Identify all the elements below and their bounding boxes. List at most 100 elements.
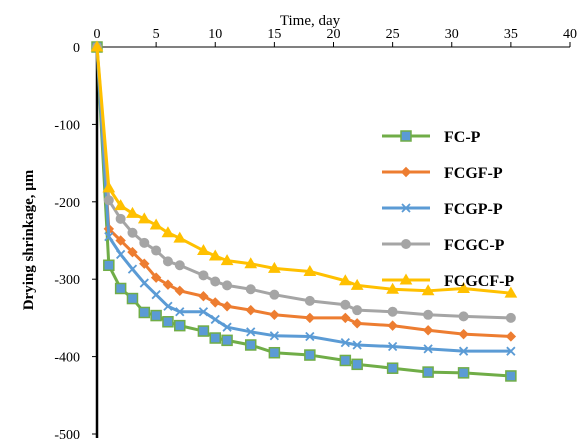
data-point <box>505 331 517 342</box>
data-point <box>114 199 128 211</box>
y-tick-label: -500 <box>54 428 80 442</box>
x-tick-label: 10 <box>208 27 222 42</box>
data-point <box>351 358 363 371</box>
series-fcgf-p <box>91 41 517 342</box>
data-point <box>208 249 222 261</box>
data-point <box>127 227 138 238</box>
data-point <box>269 331 280 341</box>
data-point <box>209 332 221 344</box>
data-point <box>352 305 363 316</box>
data-point <box>352 340 362 350</box>
data-point <box>458 346 469 356</box>
data-point <box>220 254 234 266</box>
data-point <box>139 278 149 288</box>
y-tick-label: -400 <box>54 351 80 366</box>
data-point <box>126 292 139 305</box>
data-point <box>103 195 114 206</box>
data-point <box>198 307 209 317</box>
data-point <box>151 245 162 256</box>
data-point <box>174 319 186 332</box>
data-point <box>387 341 398 352</box>
data-point <box>506 346 516 356</box>
data-point <box>423 309 434 320</box>
x-tick-label: 20 <box>327 27 341 42</box>
x-tick-label: 35 <box>504 27 518 42</box>
data-point <box>150 272 162 283</box>
x-tick-label: 5 <box>153 27 160 42</box>
data-point <box>387 320 398 331</box>
data-point <box>244 339 257 351</box>
legend-label: FCGP-P <box>444 201 503 218</box>
data-point <box>197 244 210 256</box>
series-line <box>95 46 511 353</box>
data-point <box>339 354 352 367</box>
data-point <box>421 284 435 296</box>
data-point <box>127 246 138 258</box>
data-point <box>163 301 173 311</box>
y-tick-label: 0 <box>73 41 80 56</box>
legend-label: FCGF-P <box>444 165 503 182</box>
data-point <box>245 284 256 295</box>
data-point <box>151 290 161 300</box>
legend-item: FCGP-P <box>382 201 503 218</box>
data-point <box>221 334 233 347</box>
legend-marker <box>401 239 411 249</box>
data-point <box>340 312 351 324</box>
legend-marker <box>399 273 413 285</box>
data-point <box>210 297 221 308</box>
data-point <box>115 235 126 246</box>
data-point <box>269 309 280 321</box>
data-point <box>174 285 185 297</box>
data-point <box>161 226 175 238</box>
legend-item: FCGCF-P <box>382 273 514 290</box>
data-point <box>138 306 151 319</box>
data-point <box>423 344 433 354</box>
data-point <box>505 312 516 323</box>
legend-item: FCGF-P <box>382 165 503 182</box>
data-point <box>458 328 469 340</box>
data-point <box>162 256 173 267</box>
legend-marker <box>400 130 412 142</box>
data-point <box>305 331 315 342</box>
data-point <box>457 367 470 379</box>
data-point <box>303 264 317 276</box>
data-point <box>422 366 434 378</box>
data-point <box>210 276 221 287</box>
data-point <box>268 346 281 359</box>
legend: FC-P FCGF-P FCGP-P FCGC-P FCGCF-P <box>382 129 514 290</box>
data-point <box>351 318 363 329</box>
data-point <box>386 362 399 374</box>
data-point <box>304 312 316 324</box>
data-point <box>173 231 187 243</box>
series-fc-p <box>91 41 517 382</box>
data-point <box>175 307 185 317</box>
legend-item: FC-P <box>382 129 481 146</box>
data-point <box>269 289 280 300</box>
data-point <box>90 40 104 52</box>
data-point <box>222 322 232 332</box>
legend-marker <box>401 203 411 213</box>
data-point <box>114 282 127 295</box>
y-tick-label: -200 <box>54 196 80 211</box>
data-point <box>198 270 209 281</box>
data-point <box>210 314 220 325</box>
data-point <box>338 274 352 286</box>
data-point <box>222 280 233 291</box>
data-point <box>304 295 315 306</box>
y-tick-label: -300 <box>54 273 80 288</box>
data-point <box>198 291 209 302</box>
x-axis-title: Time, day <box>280 13 341 29</box>
data-point <box>126 206 139 218</box>
data-point <box>386 282 399 294</box>
data-point <box>197 325 210 337</box>
data-point <box>103 259 115 272</box>
series-fcgcf-p <box>90 40 518 298</box>
series-line <box>95 46 511 338</box>
data-point <box>102 181 116 193</box>
data-point <box>246 327 256 337</box>
y-tick-label: -100 <box>54 118 80 133</box>
x-tick-label: 15 <box>267 27 281 42</box>
data-point <box>422 325 434 336</box>
data-point <box>340 299 351 310</box>
data-point <box>150 309 162 322</box>
